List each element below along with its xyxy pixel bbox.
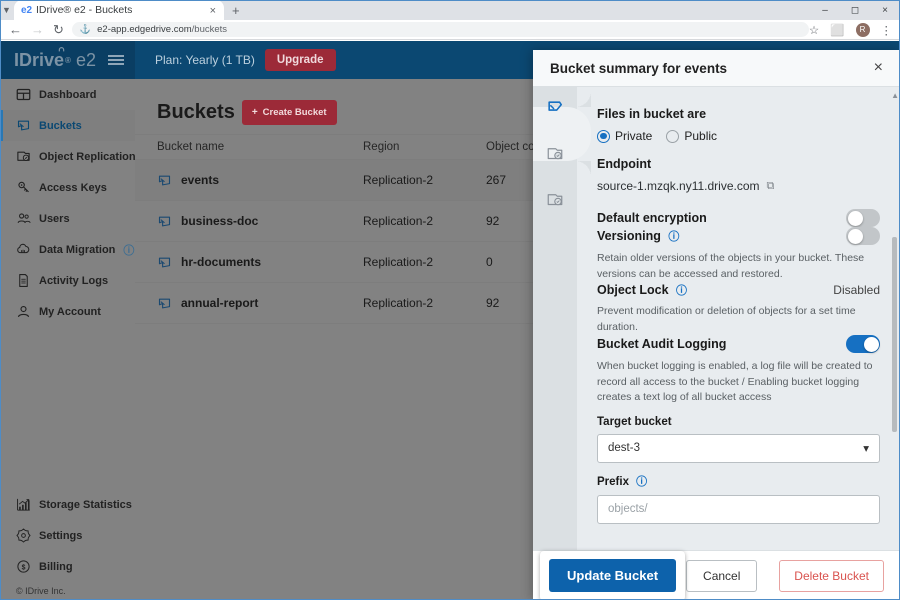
svg-text:$: $ [22,564,26,571]
